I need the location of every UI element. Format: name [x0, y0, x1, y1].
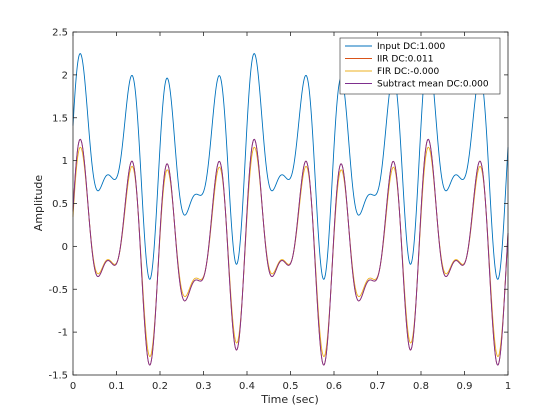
- series-layer: [72, 53, 509, 366]
- y-tick-label: 1: [62, 156, 68, 167]
- x-tick-label: 0.4: [239, 381, 255, 392]
- tick-layer: 0 0.1 0.2 0.3 0.4 0.5 0.6 0.7 0.8 0.9 1 -1.5 -1 -0.5 0…: [48, 28, 511, 393]
- x-tick-label: 0.9: [457, 381, 473, 392]
- x-tick-label: 0: [70, 381, 76, 392]
- legend-entry-label: FIR DC:-0.000: [377, 67, 439, 77]
- series-line-0: [72, 53, 509, 280]
- legend-entry-label: Subtract mean DC:0.000: [377, 80, 489, 90]
- y-axis-label: Amplitude: [32, 175, 45, 232]
- y-tick-label: 2.5: [52, 28, 68, 39]
- y-tick-label: 2: [62, 70, 68, 81]
- series-line-3: [72, 138, 509, 366]
- y-tick-label: 0: [62, 242, 68, 253]
- x-tick-label: 0.6: [326, 381, 342, 392]
- y-tick-label: 0.5: [52, 199, 68, 210]
- legend-box: [339, 37, 501, 95]
- legend-entry-label: IIR DC:0.011: [377, 55, 433, 65]
- y-tick-label: -1.5: [48, 371, 68, 382]
- x-tick-label: 0.5: [283, 381, 299, 392]
- x-tick-label: 0.2: [152, 381, 168, 392]
- x-tick-label: 1: [505, 381, 511, 392]
- legend-entry-label: Input DC:1.000: [377, 42, 445, 52]
- x-tick-label: 0.3: [196, 381, 212, 392]
- x-tick-label: 0.8: [413, 381, 429, 392]
- x-tick-label: 0.1: [109, 381, 125, 392]
- x-axis-label: Time (sec): [260, 393, 319, 406]
- y-tick-label: -1: [58, 328, 68, 339]
- y-tick-label: 1.5: [52, 113, 68, 124]
- legend: Input DC:1.000 IIR DC:0.011 FIR DC:-0.000 S…: [339, 37, 501, 95]
- y-tick-label: -0.5: [48, 285, 68, 296]
- x-tick-label: 0.7: [370, 381, 386, 392]
